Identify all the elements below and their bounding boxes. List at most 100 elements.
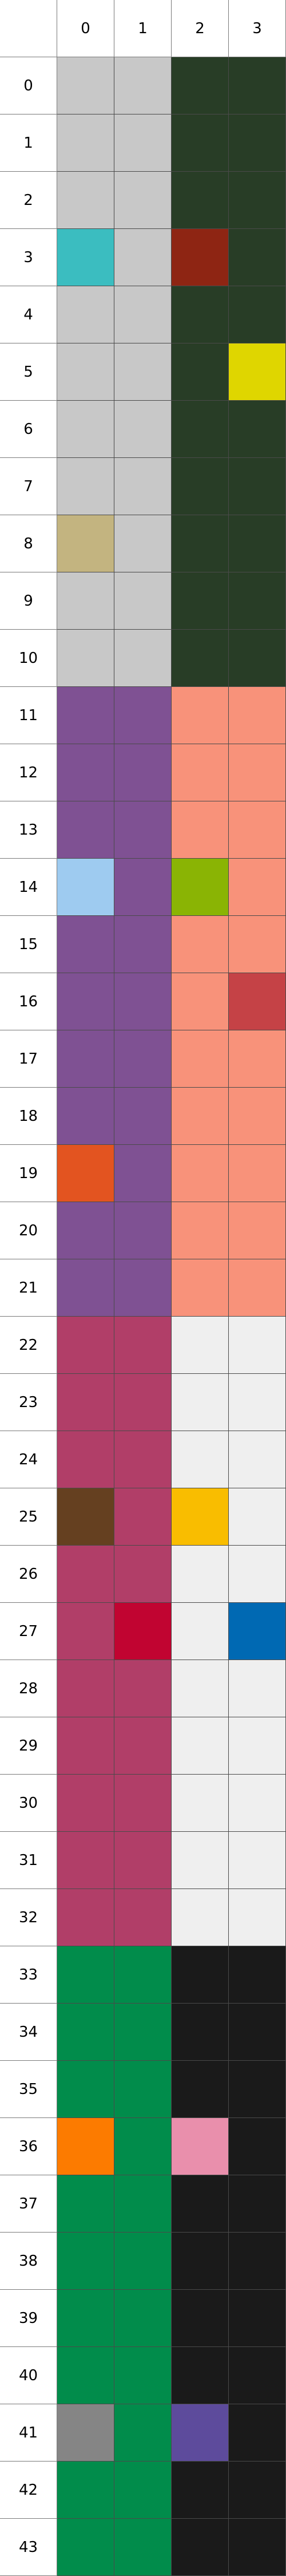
grid-cell-r11-c1[interactable] (114, 687, 172, 744)
grid-cell-r14-c2[interactable] (172, 859, 229, 916)
grid-cell-r16-c1[interactable] (114, 973, 172, 1030)
grid-cell-r20-c0[interactable] (57, 1202, 114, 1259)
grid-cell-r23-c1[interactable] (114, 1374, 172, 1431)
grid-cell-r42-c0[interactable] (57, 2462, 114, 2519)
grid-cell-r4-c1[interactable] (114, 286, 172, 343)
grid-cell-r20-c2[interactable] (172, 1202, 229, 1259)
grid-cell-r35-c0[interactable] (57, 2061, 114, 2118)
grid-cell-r37-c1[interactable] (114, 2175, 172, 2233)
grid-cell-r23-c3[interactable] (229, 1374, 286, 1431)
grid-cell-r15-c1[interactable] (114, 916, 172, 973)
grid-cell-r18-c3[interactable] (229, 1088, 286, 1145)
grid-cell-r28-c1[interactable] (114, 1660, 172, 1717)
grid-cell-r12-c1[interactable] (114, 744, 172, 801)
grid-cell-r42-c1[interactable] (114, 2462, 172, 2519)
grid-cell-r9-c1[interactable] (114, 572, 172, 630)
grid-cell-r10-c3[interactable] (229, 630, 286, 687)
grid-cell-r43-c1[interactable] (114, 2519, 172, 2576)
grid-cell-r31-c3[interactable] (229, 1832, 286, 1889)
grid-cell-r38-c3[interactable] (229, 2233, 286, 2290)
grid-cell-r43-c2[interactable] (172, 2519, 229, 2576)
grid-cell-r32-c0[interactable] (57, 1889, 114, 1946)
grid-cell-r13-c2[interactable] (172, 801, 229, 859)
grid-cell-r42-c3[interactable] (229, 2462, 286, 2519)
grid-cell-r38-c1[interactable] (114, 2233, 172, 2290)
grid-cell-r22-c3[interactable] (229, 1317, 286, 1374)
grid-cell-r5-c2[interactable] (172, 343, 229, 401)
grid-cell-r35-c2[interactable] (172, 2061, 229, 2118)
grid-cell-r34-c0[interactable] (57, 2004, 114, 2061)
grid-cell-r40-c2[interactable] (172, 2347, 229, 2404)
grid-cell-r19-c3[interactable] (229, 1145, 286, 1202)
grid-cell-r1-c3[interactable] (229, 114, 286, 172)
grid-cell-r33-c1[interactable] (114, 1946, 172, 2004)
grid-cell-r4-c0[interactable] (57, 286, 114, 343)
grid-cell-r24-c1[interactable] (114, 1431, 172, 1488)
grid-cell-r5-c0[interactable] (57, 343, 114, 401)
grid-cell-r9-c2[interactable] (172, 572, 229, 630)
grid-cell-r17-c2[interactable] (172, 1030, 229, 1088)
grid-cell-r15-c0[interactable] (57, 916, 114, 973)
grid-cell-r1-c0[interactable] (57, 114, 114, 172)
grid-cell-r6-c3[interactable] (229, 401, 286, 458)
grid-cell-r7-c1[interactable] (114, 458, 172, 515)
grid-cell-r33-c0[interactable] (57, 1946, 114, 2004)
grid-cell-r30-c2[interactable] (172, 1775, 229, 1832)
grid-cell-r0-c0[interactable] (57, 57, 114, 114)
grid-cell-r23-c0[interactable] (57, 1374, 114, 1431)
grid-cell-r19-c0[interactable] (57, 1145, 114, 1202)
grid-cell-r23-c2[interactable] (172, 1374, 229, 1431)
grid-cell-r17-c3[interactable] (229, 1030, 286, 1088)
grid-cell-r27-c3[interactable] (229, 1603, 286, 1660)
grid-cell-r25-c3[interactable] (229, 1488, 286, 1546)
grid-cell-r12-c2[interactable] (172, 744, 229, 801)
grid-cell-r14-c1[interactable] (114, 859, 172, 916)
grid-cell-r29-c2[interactable] (172, 1717, 229, 1775)
grid-cell-r41-c0[interactable] (57, 2404, 114, 2462)
grid-cell-r12-c0[interactable] (57, 744, 114, 801)
grid-cell-r36-c2[interactable] (172, 2118, 229, 2175)
grid-cell-r21-c3[interactable] (229, 1259, 286, 1317)
grid-cell-r31-c1[interactable] (114, 1832, 172, 1889)
grid-cell-r31-c2[interactable] (172, 1832, 229, 1889)
grid-cell-r16-c3[interactable] (229, 973, 286, 1030)
grid-cell-r25-c2[interactable] (172, 1488, 229, 1546)
grid-cell-r39-c2[interactable] (172, 2290, 229, 2347)
grid-cell-r29-c1[interactable] (114, 1717, 172, 1775)
grid-cell-r13-c0[interactable] (57, 801, 114, 859)
grid-cell-r27-c1[interactable] (114, 1603, 172, 1660)
grid-cell-r19-c2[interactable] (172, 1145, 229, 1202)
grid-cell-r14-c0[interactable] (57, 859, 114, 916)
grid-cell-r24-c0[interactable] (57, 1431, 114, 1488)
grid-cell-r26-c1[interactable] (114, 1546, 172, 1603)
grid-cell-r30-c0[interactable] (57, 1775, 114, 1832)
grid-cell-r43-c3[interactable] (229, 2519, 286, 2576)
grid-cell-r2-c0[interactable] (57, 172, 114, 229)
grid-cell-r42-c2[interactable] (172, 2462, 229, 2519)
grid-cell-r22-c2[interactable] (172, 1317, 229, 1374)
grid-cell-r36-c3[interactable] (229, 2118, 286, 2175)
grid-cell-r41-c1[interactable] (114, 2404, 172, 2462)
grid-cell-r0-c1[interactable] (114, 57, 172, 114)
grid-cell-r17-c1[interactable] (114, 1030, 172, 1088)
grid-cell-r5-c1[interactable] (114, 343, 172, 401)
grid-cell-r6-c0[interactable] (57, 401, 114, 458)
grid-cell-r13-c3[interactable] (229, 801, 286, 859)
grid-cell-r8-c0[interactable] (57, 515, 114, 572)
grid-cell-r25-c0[interactable] (57, 1488, 114, 1546)
grid-cell-r33-c3[interactable] (229, 1946, 286, 2004)
grid-cell-r39-c1[interactable] (114, 2290, 172, 2347)
grid-cell-r6-c1[interactable] (114, 401, 172, 458)
grid-cell-r10-c2[interactable] (172, 630, 229, 687)
grid-cell-r9-c3[interactable] (229, 572, 286, 630)
grid-cell-r37-c3[interactable] (229, 2175, 286, 2233)
grid-cell-r21-c2[interactable] (172, 1259, 229, 1317)
grid-cell-r29-c0[interactable] (57, 1717, 114, 1775)
grid-cell-r21-c0[interactable] (57, 1259, 114, 1317)
grid-cell-r33-c2[interactable] (172, 1946, 229, 2004)
grid-cell-r14-c3[interactable] (229, 859, 286, 916)
grid-cell-r7-c3[interactable] (229, 458, 286, 515)
grid-cell-r28-c0[interactable] (57, 1660, 114, 1717)
grid-cell-r37-c2[interactable] (172, 2175, 229, 2233)
grid-cell-r38-c2[interactable] (172, 2233, 229, 2290)
